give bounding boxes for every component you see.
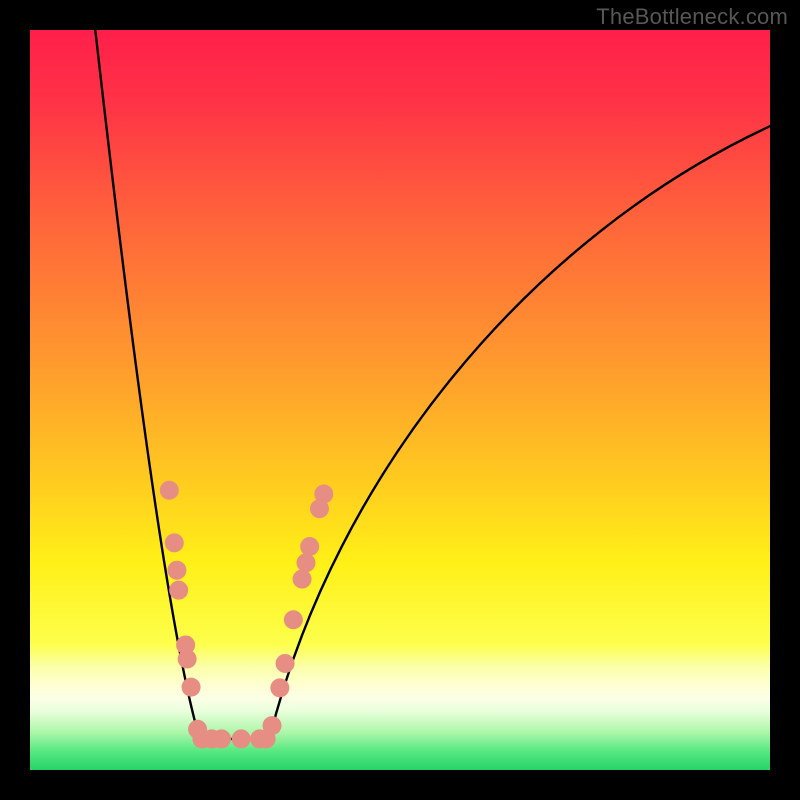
data-marker bbox=[165, 533, 184, 552]
data-marker bbox=[169, 581, 188, 600]
data-marker bbox=[284, 610, 303, 629]
data-marker bbox=[263, 716, 282, 735]
data-marker bbox=[167, 561, 186, 580]
data-marker bbox=[212, 729, 231, 748]
watermark-text: TheBottleneck.com bbox=[596, 4, 788, 30]
data-marker bbox=[296, 553, 315, 572]
data-marker bbox=[178, 650, 197, 669]
bottleneck-chart-svg bbox=[0, 0, 800, 800]
data-marker bbox=[182, 678, 201, 697]
chart-stage: TheBottleneck.com bbox=[0, 0, 800, 800]
data-marker bbox=[270, 678, 289, 697]
data-marker bbox=[276, 654, 295, 673]
data-marker bbox=[160, 481, 179, 500]
data-marker bbox=[314, 484, 333, 503]
data-marker bbox=[232, 729, 251, 748]
data-marker bbox=[300, 537, 319, 556]
data-marker bbox=[293, 570, 312, 589]
